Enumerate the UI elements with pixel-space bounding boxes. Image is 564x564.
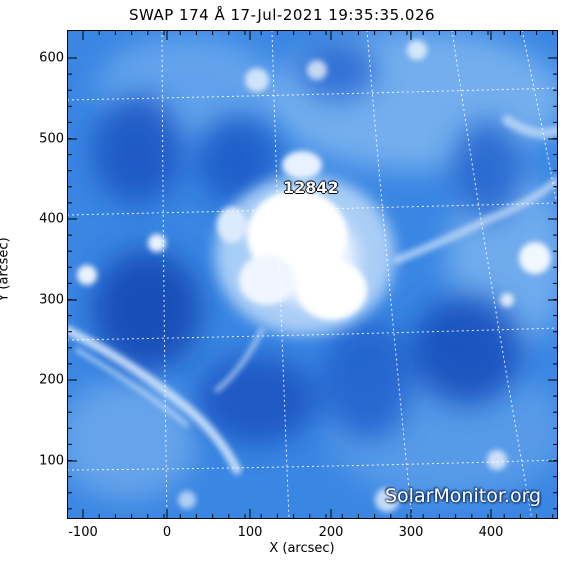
y-tick-label: 300 — [39, 292, 64, 308]
x-tick-label: 0 — [162, 525, 172, 540]
y-axis-label: Y (arcsec) — [0, 237, 12, 301]
y-tick-label: 400 — [39, 211, 64, 227]
active-region-label: 12842 — [283, 178, 339, 197]
y-tick-label: 600 — [39, 50, 64, 66]
x-tick-label: 200 — [318, 525, 344, 540]
x-tick-label: 400 — [478, 525, 504, 540]
x-tick-label: 300 — [398, 525, 424, 540]
x-tick-label: -100 — [68, 525, 98, 540]
y-tick-label: 500 — [39, 131, 64, 147]
watermark: SolarMonitor.org — [385, 485, 542, 507]
y-tick-label: 200 — [39, 372, 64, 388]
image-title: SWAP 174 Å 17-Jul-2021 19:35:35.026 — [128, 6, 436, 24]
solar-image-svg — [67, 30, 558, 519]
solar-image — [67, 30, 558, 519]
y-tick-label: 100 — [39, 453, 64, 469]
x-tick-label: 100 — [237, 525, 263, 540]
x-axis-label: X (arcsec) — [269, 541, 335, 556]
